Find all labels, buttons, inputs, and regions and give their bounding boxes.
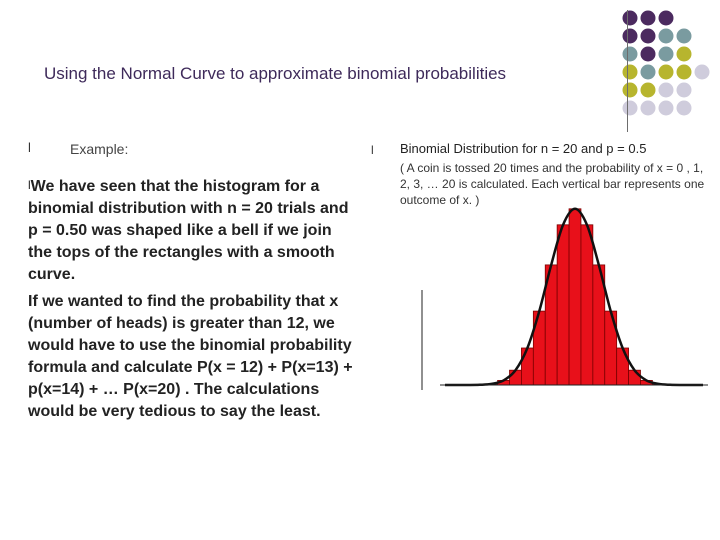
histogram-bar: [580, 224, 594, 386]
decorative-dot: [658, 64, 674, 80]
histogram-bar: [628, 369, 641, 386]
decorative-dot: [658, 46, 674, 62]
distribution-bullet: l: [371, 143, 374, 157]
probability-paragraph: If we wanted to find the probability tha…: [28, 293, 353, 420]
histogram-bar: [556, 224, 570, 386]
decorative-dot: [676, 82, 692, 98]
slide-title: Using the Normal Curve to approximate bi…: [44, 64, 507, 83]
decorative-dot: [622, 46, 638, 62]
histogram-bar: [521, 347, 534, 386]
decorative-dot: [640, 82, 656, 98]
binomial-histogram: [421, 207, 708, 390]
decorative-dot: [622, 64, 638, 80]
decorative-dot: [676, 64, 692, 80]
distribution-caption: ( A coin is tossed 20 times and the prob…: [400, 161, 705, 207]
histogram-bar: [616, 347, 629, 386]
decorative-dot: [676, 28, 692, 44]
decorative-dot: [658, 82, 674, 98]
decorative-dot: [640, 28, 656, 44]
decorative-dot: [640, 100, 656, 116]
decorative-dot: [676, 100, 692, 116]
header-divider: [627, 10, 628, 132]
histogram-bar: [568, 208, 582, 386]
decorative-dot: [622, 28, 638, 44]
decorative-dot: [640, 10, 656, 26]
histogram-paragraph-text: We have seen that the histogram for a bi…: [28, 178, 349, 283]
paragraph-bullet: l: [28, 178, 31, 192]
decorative-dot: [658, 10, 674, 26]
decorative-dot: [676, 46, 692, 62]
decorative-dot: [658, 28, 674, 44]
decorative-dot: [640, 64, 656, 80]
distribution-heading: Binomial Distribution for n = 20 and p =…: [400, 141, 647, 156]
decorative-dot: [622, 10, 638, 26]
decorative-dot: [622, 100, 638, 116]
example-label: Example:: [70, 141, 129, 157]
decorative-dot-cluster: [622, 10, 710, 116]
histogram-paragraph: lWe have seen that the histogram for a b…: [28, 174, 358, 286]
decorative-dot: [694, 64, 710, 80]
example-bullet: l: [28, 140, 31, 155]
smooth-curve: [445, 207, 703, 387]
decorative-dot: [622, 82, 638, 98]
decorative-dot: [640, 46, 656, 62]
histogram-bar: [509, 369, 522, 386]
decorative-dot: [658, 100, 674, 116]
